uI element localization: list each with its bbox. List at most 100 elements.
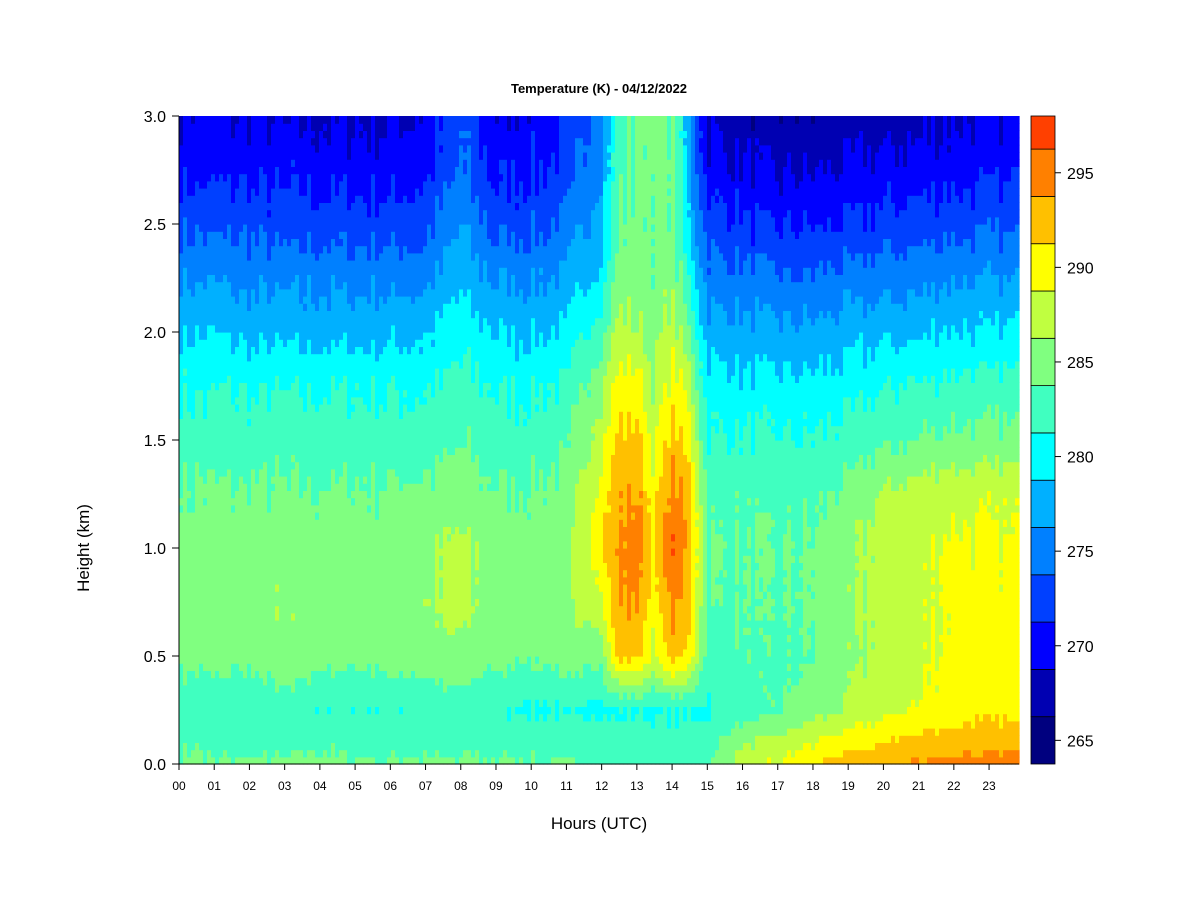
heatmap-cell — [287, 677, 292, 686]
heatmap-cell — [371, 231, 376, 239]
heatmap-cell — [315, 504, 320, 513]
heatmap-cell — [219, 692, 224, 700]
heatmap-cell — [299, 728, 304, 736]
heatmap-cell — [399, 584, 404, 592]
heatmap-cell — [367, 144, 372, 153]
heatmap-cell — [199, 339, 204, 347]
heatmap-cell — [239, 591, 244, 599]
heatmap-cell — [223, 339, 228, 347]
heatmap-cell — [371, 368, 376, 376]
heatmap-cell — [371, 152, 376, 160]
heatmap-cell — [255, 447, 260, 455]
heatmap-cell — [211, 353, 216, 362]
heatmap-cell — [199, 706, 204, 715]
heatmap-cell — [183, 742, 188, 751]
heatmap-cell — [311, 231, 316, 239]
heatmap-cell — [387, 360, 392, 369]
heatmap-cell — [267, 173, 272, 182]
heatmap-cell — [295, 209, 300, 218]
heatmap-cell — [379, 137, 384, 146]
heatmap-cell — [371, 641, 376, 650]
heatmap-cell — [235, 728, 240, 736]
heatmap-cell — [251, 159, 256, 167]
heatmap-cell — [303, 663, 308, 671]
heatmap-cell — [263, 303, 268, 311]
heatmap-cell — [271, 432, 276, 441]
heatmap-cell — [299, 504, 304, 513]
heatmap-cell — [383, 562, 388, 571]
heatmap-cell — [295, 699, 300, 707]
heatmap-cell — [267, 260, 272, 268]
heatmap-cell — [295, 555, 300, 563]
heatmap-cell — [339, 627, 344, 635]
heatmap-cell — [287, 296, 292, 304]
heatmap-cell — [235, 260, 240, 268]
heatmap-cell — [267, 677, 272, 686]
heatmap-cell — [351, 382, 356, 391]
heatmap-cell — [227, 339, 232, 347]
heatmap-cell — [203, 713, 208, 722]
heatmap-cell — [271, 195, 276, 203]
heatmap-cell — [351, 281, 356, 290]
heatmap-cell — [299, 310, 304, 319]
heatmap-cell — [307, 137, 312, 146]
heatmap-cell — [191, 216, 196, 225]
heatmap-cell — [219, 656, 224, 664]
heatmap-cell — [343, 432, 348, 441]
heatmap-cell — [223, 526, 228, 535]
heatmap-cell — [279, 656, 284, 664]
heatmap-cell — [199, 159, 204, 167]
heatmap-cell — [319, 641, 324, 650]
heatmap-cell — [207, 245, 212, 254]
heatmap-cell — [275, 699, 280, 707]
heatmap-cell — [323, 303, 328, 311]
heatmap-cell — [299, 713, 304, 722]
heatmap-cell — [391, 663, 396, 671]
heatmap-cell — [295, 231, 300, 239]
heatmap-cell — [275, 324, 280, 333]
heatmap-cell — [279, 519, 284, 527]
heatmap-cell — [387, 526, 392, 535]
heatmap-cell — [255, 605, 260, 614]
heatmap-cell — [303, 447, 308, 455]
heatmap-cell — [211, 216, 216, 225]
heatmap-cell — [391, 670, 396, 679]
heatmap-cell — [299, 188, 304, 196]
heatmap-cell — [307, 317, 312, 326]
heatmap-cell — [271, 324, 276, 333]
heatmap-cell — [187, 324, 192, 333]
heatmap-cell — [391, 166, 396, 175]
heatmap-cell — [203, 411, 208, 419]
heatmap-cell — [299, 375, 304, 383]
heatmap-cell — [195, 713, 200, 722]
heatmap-cell — [179, 454, 184, 463]
heatmap-cell — [195, 677, 200, 686]
heatmap-cell — [227, 519, 232, 527]
heatmap-cell — [279, 346, 284, 355]
heatmap-cell — [387, 173, 392, 182]
heatmap-cell — [359, 454, 364, 463]
heatmap-cell — [343, 742, 348, 751]
heatmap-cell — [219, 238, 224, 247]
heatmap-cell — [355, 202, 360, 211]
heatmap-cell — [191, 526, 196, 535]
heatmap-cell — [315, 756, 320, 765]
heatmap-cell — [271, 749, 276, 758]
heatmap-cell — [219, 389, 224, 398]
heatmap-cell — [199, 317, 204, 326]
heatmap-cell — [179, 605, 184, 614]
heatmap-cell — [359, 252, 364, 261]
heatmap-cell — [255, 317, 260, 326]
heatmap-cell — [355, 476, 360, 484]
heatmap-cell — [187, 339, 192, 347]
heatmap-cell — [223, 144, 228, 153]
heatmap-cell — [347, 483, 352, 491]
heatmap-cell — [187, 490, 192, 499]
heatmap-cell — [291, 180, 296, 189]
heatmap-cell — [195, 512, 200, 520]
heatmap-cell — [387, 490, 392, 499]
heatmap-cell — [207, 368, 212, 376]
heatmap-cell — [195, 440, 200, 448]
heatmap-cell — [355, 310, 360, 319]
heatmap-cell — [263, 468, 268, 477]
